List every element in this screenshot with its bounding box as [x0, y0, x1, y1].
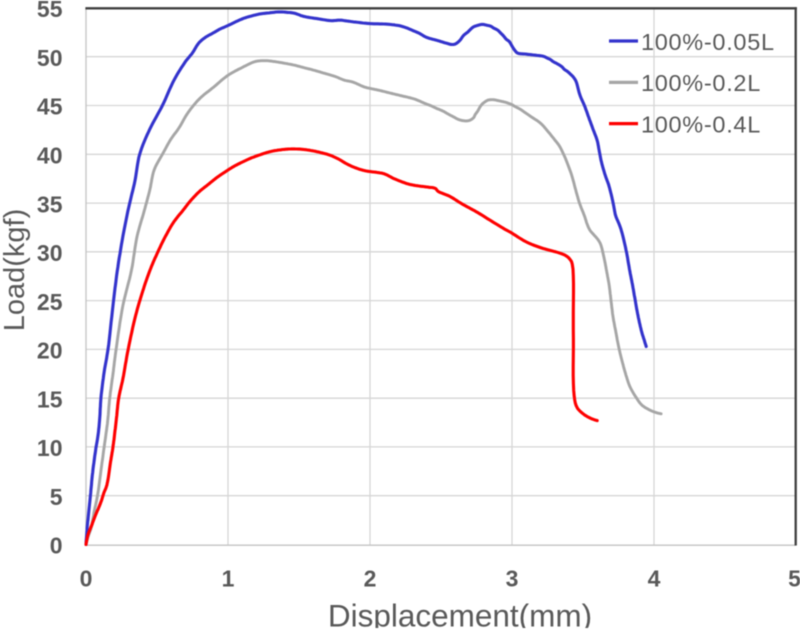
svg-text:35: 35 — [37, 191, 63, 217]
svg-text:25: 25 — [37, 289, 63, 315]
svg-text:30: 30 — [37, 240, 63, 266]
svg-text:5: 5 — [788, 566, 800, 592]
svg-text:1: 1 — [222, 566, 235, 592]
svg-text:55: 55 — [37, 0, 63, 22]
svg-text:0: 0 — [80, 566, 93, 592]
svg-text:100%-0.2L: 100%-0.2L — [641, 70, 761, 96]
svg-text:100%-0.05L: 100%-0.05L — [641, 29, 775, 55]
svg-text:10: 10 — [37, 435, 63, 461]
svg-text:4: 4 — [648, 566, 661, 592]
svg-text:5: 5 — [50, 484, 63, 510]
svg-text:45: 45 — [37, 94, 63, 120]
svg-text:Load(kgf): Load(kgf) — [0, 209, 31, 332]
svg-text:15: 15 — [37, 386, 63, 412]
svg-text:50: 50 — [37, 45, 63, 71]
svg-text:2: 2 — [364, 566, 377, 592]
svg-text:100%-0.4L: 100%-0.4L — [641, 111, 761, 137]
svg-text:0: 0 — [50, 533, 63, 559]
svg-text:Displacement(mm): Displacement(mm) — [328, 597, 592, 628]
svg-text:20: 20 — [37, 338, 63, 364]
svg-text:3: 3 — [506, 566, 519, 592]
svg-text:40: 40 — [37, 143, 63, 169]
